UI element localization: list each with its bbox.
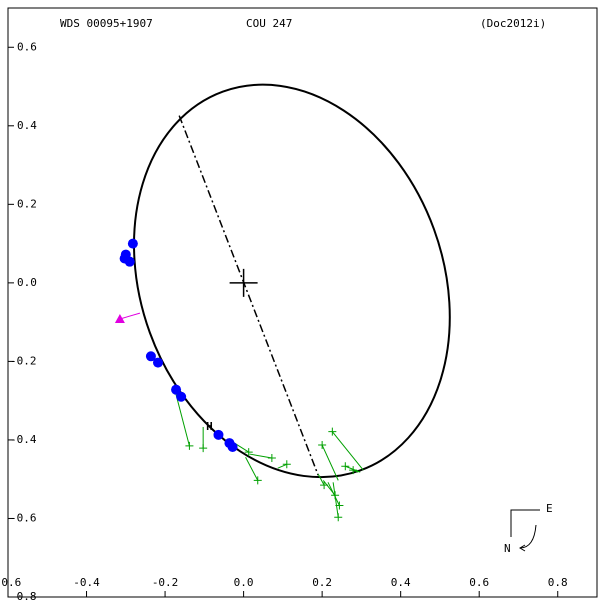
y-tick-label: -0.6 (10, 511, 37, 524)
chart-subtitle: COU 247 (246, 17, 292, 30)
plus-point (282, 460, 291, 469)
dot-point (213, 429, 224, 440)
plus-point (244, 448, 253, 457)
y-tick-label: 0.6 (17, 40, 37, 53)
dot-point (127, 238, 138, 249)
residual (277, 463, 287, 469)
dot-point (176, 391, 187, 402)
x-tick-label: -0.2 (152, 576, 179, 589)
plus-point (199, 444, 208, 453)
x-tick-label: 0.8 (548, 576, 568, 589)
residual (174, 391, 190, 446)
orbit-ellipse (133, 83, 451, 479)
chart-title: WDS 00095+1907 (60, 17, 153, 30)
x-tick-label: 0.2 (312, 576, 332, 589)
plus-point (334, 513, 343, 522)
residual (332, 482, 339, 518)
hipparcos-point: H (206, 420, 213, 433)
dot-point (152, 357, 163, 368)
y-tick-label: -0.2 (10, 354, 37, 367)
triangle-point (114, 313, 125, 323)
reference: (Doc2012i) (480, 17, 546, 30)
compass-arrow (510, 509, 540, 537)
x-tick-label: 0.0 (234, 576, 254, 589)
dot-point (124, 256, 135, 267)
y-tick-label: 0.2 (17, 197, 37, 210)
compass-east: E (546, 502, 553, 515)
residual (119, 312, 141, 320)
compass-head (519, 544, 526, 552)
plot-frame (7, 7, 598, 598)
plus-point (328, 427, 337, 436)
plus-point (318, 441, 327, 450)
plus-point (185, 441, 194, 450)
plus-point (267, 453, 276, 462)
residual (321, 444, 339, 481)
x-tick-label: 0.6 (469, 576, 489, 589)
x-tick-label: -0.6 (0, 576, 21, 589)
residual (317, 473, 325, 486)
x-tick-label: -0.4 (73, 576, 100, 589)
plus-point (349, 466, 358, 475)
plus-point (341, 462, 350, 471)
y-tick-label: 0.0 (17, 276, 37, 289)
dot-point (227, 442, 238, 453)
dot-point (145, 351, 156, 362)
y-tick-label: -0.4 (10, 433, 37, 446)
compass-north: N (504, 542, 511, 555)
residual (331, 431, 364, 471)
y-tick-label: 0.4 (17, 119, 37, 132)
x-tick-label: 0.4 (391, 576, 411, 589)
compass-curve (519, 524, 537, 549)
line-of-nodes (178, 115, 319, 476)
y-tick-label: -0.8 (10, 590, 37, 600)
residual (327, 482, 340, 506)
plus-point (253, 476, 262, 485)
residual (249, 453, 272, 459)
dot-point (171, 384, 182, 395)
residual (245, 456, 259, 481)
compass: E N (504, 502, 553, 555)
